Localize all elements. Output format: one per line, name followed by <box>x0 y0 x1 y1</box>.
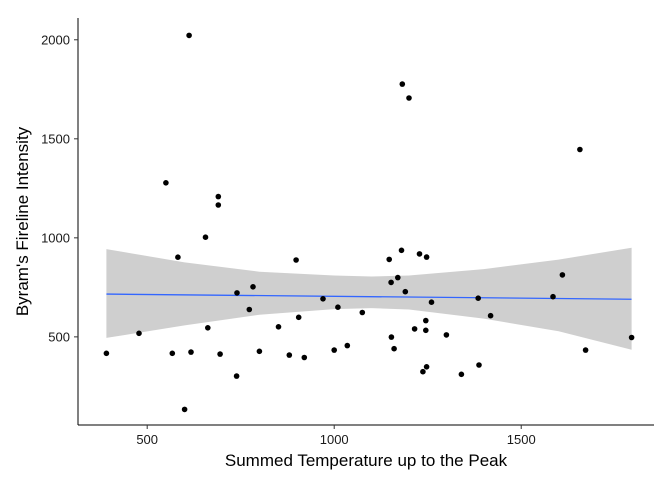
data-point <box>475 295 482 302</box>
ticks-layer: 500 1000 1500 500 1000 1500 2000 <box>41 32 536 447</box>
data-point <box>423 327 429 334</box>
data-point <box>136 330 142 337</box>
data-point <box>250 284 256 290</box>
data-point <box>215 202 222 208</box>
x-tick-label: 1000 <box>320 432 349 447</box>
data-point <box>559 272 566 278</box>
axes-layer <box>77 18 654 426</box>
data-point <box>169 350 176 357</box>
y-tick-label: 500 <box>48 329 70 344</box>
data-point <box>215 193 222 200</box>
data-point <box>205 325 211 331</box>
data-point <box>286 352 293 358</box>
data-point <box>103 350 110 357</box>
data-point <box>628 334 635 341</box>
x-tick-label: 1500 <box>507 432 536 447</box>
data-point <box>399 81 406 87</box>
data-point <box>582 347 589 353</box>
points-layer <box>103 32 635 413</box>
data-point <box>423 317 429 324</box>
data-point <box>234 290 240 296</box>
data-point <box>175 254 181 260</box>
data-point <box>428 299 435 306</box>
x-tick-label: 500 <box>136 432 158 447</box>
data-point <box>301 354 308 361</box>
data-point <box>395 274 401 281</box>
data-point <box>411 326 418 332</box>
data-point <box>458 371 465 378</box>
data-point <box>388 279 394 286</box>
data-point <box>335 304 341 311</box>
data-point <box>391 345 397 352</box>
data-point <box>275 324 282 330</box>
data-point <box>550 293 556 300</box>
data-point <box>577 146 583 153</box>
data-point <box>406 95 412 101</box>
data-point <box>386 256 393 263</box>
confidence-ribbon <box>106 247 632 350</box>
y-tick-label: 2000 <box>41 32 70 47</box>
data-point <box>233 373 240 379</box>
x-axis-title: Summed Temperature up to the Peak <box>225 451 508 470</box>
data-point <box>246 306 253 313</box>
data-point <box>487 312 494 319</box>
data-point <box>202 234 209 240</box>
data-point <box>420 368 426 375</box>
data-point <box>331 347 338 353</box>
data-point <box>217 351 223 357</box>
fit-line-layer <box>106 293 632 300</box>
y-tick-label: 1500 <box>41 131 70 146</box>
data-point <box>398 247 405 254</box>
data-point <box>293 257 299 263</box>
y-axis-title: Byram's Fireline Intensity <box>13 126 32 316</box>
data-point <box>402 288 409 295</box>
data-point <box>320 296 326 302</box>
data-point <box>476 362 482 368</box>
data-point <box>188 349 194 355</box>
data-point <box>388 334 395 340</box>
data-point <box>295 314 302 321</box>
fit-line <box>106 293 632 300</box>
data-point <box>163 180 169 186</box>
data-point <box>181 406 188 413</box>
data-point <box>423 254 430 260</box>
data-point <box>359 309 366 316</box>
confidence-ribbon-layer <box>106 247 632 350</box>
y-tick-label: 1000 <box>41 230 70 245</box>
data-point <box>256 348 263 355</box>
data-point <box>443 332 450 338</box>
data-point <box>344 342 351 349</box>
data-point <box>416 251 423 257</box>
data-point <box>423 364 430 370</box>
data-point <box>186 32 192 39</box>
